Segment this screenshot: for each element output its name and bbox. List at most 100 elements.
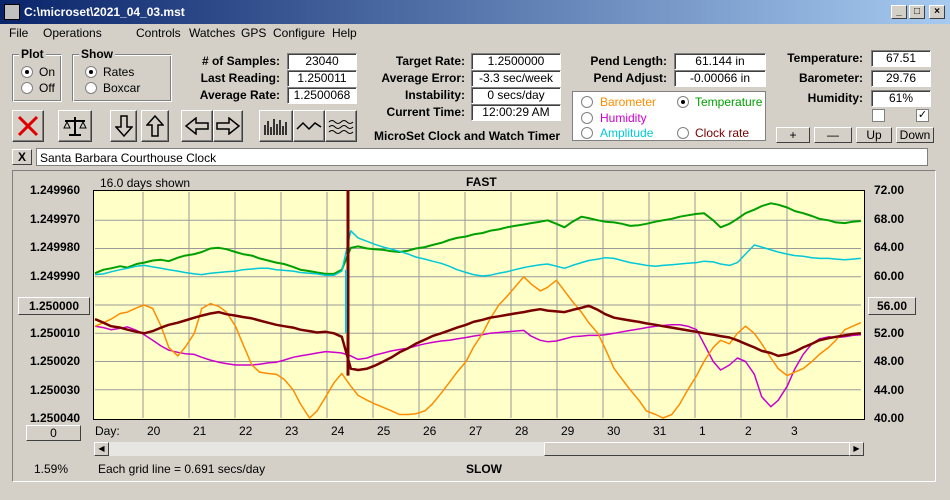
minimize-button[interactable]: _ [891,5,907,19]
left-tick-label: 1.250020 [30,354,81,368]
menu-controls[interactable]: Controls [136,26,181,40]
line-graph-button[interactable] [293,110,325,142]
last-reading-label: Last Reading: [200,71,280,85]
increase-button[interactable]: + [776,127,810,143]
clock-rate-radio[interactable] [677,127,689,139]
horizontal-scrollbar[interactable]: ◀ ▶ [93,441,865,457]
up-arrow-icon [146,114,164,137]
pend-length-field: 61.144 in [674,53,766,70]
offset-value-button[interactable]: 0 [26,425,81,441]
left-tick-label: 1.250040 [30,411,81,425]
menu-operations[interactable]: Operations [43,26,102,40]
decrease-button[interactable]: — [814,127,852,143]
temperature-label: Temperature: [787,51,863,65]
env-checkbox-2[interactable]: ✓ [916,109,929,122]
series-line-amplitude [94,230,861,277]
day-tick-label: 2 [745,424,752,438]
show-rates-radio[interactable] [85,66,97,78]
humidity-field: 61% [871,90,931,107]
maximize-button[interactable]: □ [909,5,925,19]
right-arrow-button[interactable] [213,110,243,142]
scale-icon [63,117,87,136]
pend-adjust-label: Pend Adjust: [593,71,667,85]
left-arrow-icon [184,117,209,135]
wave-graph-icon [328,120,354,134]
temperature-field: 67.51 [871,50,931,67]
bar-graph-button[interactable] [259,110,293,142]
plot-on-label: On [39,65,56,79]
amplitude-radio[interactable] [581,127,593,139]
menu-configure[interactable]: Configure [273,26,326,40]
day-tick-label: 26 [423,424,437,438]
center-rate-button[interactable]: 1.250000 [18,297,90,315]
current-time-label: Current Time: [386,105,465,119]
balance-button[interactable] [58,110,92,142]
env-checkbox-1[interactable] [872,109,885,122]
title-bar: C:\microset\2021_04_03.mst _ □ × [0,0,950,24]
plot-off-label: Off [39,81,55,95]
plot-on-radio[interactable] [21,66,33,78]
right-tick-label: 60.00 [874,268,905,283]
instability-field: 0 secs/day [471,87,561,104]
humidity-option-label: Humidity [600,111,647,125]
average-error-label: Average Error: [381,71,465,85]
scroll-thumb[interactable] [544,442,850,456]
right-tick-label: 44.00 [874,382,905,397]
day-tick-label: 3 [791,424,798,438]
show-group-title: Show [79,47,115,61]
left-tick-label: 1.250010 [30,325,81,340]
menu-gps[interactable]: GPS [241,26,267,40]
temperature-radio[interactable] [677,96,689,108]
day-tick-label: 25 [377,424,391,438]
day-tick-label: 28 [515,424,529,438]
red-x-icon [17,115,39,137]
down-arrow-icon [114,115,133,138]
down-button[interactable]: Down [896,127,934,143]
instability-label: Instability: [404,88,465,102]
up-button[interactable]: Up [856,127,892,143]
right-tick-label: 48.00 [874,354,905,368]
samples-field: 23040 [287,53,357,70]
clear-description-button[interactable]: X [12,149,32,165]
down-arrow-button[interactable] [110,110,137,142]
right-arrow-icon [216,117,241,135]
show-rates-label: Rates [103,65,135,79]
center-temp-button[interactable]: 56.00 [868,297,916,315]
close-window-button[interactable]: × [929,5,945,19]
barometer-radio[interactable] [581,96,593,108]
left-tick-label: 1.249960 [30,183,81,197]
pend-adjust-field: -0.00066 in [674,70,766,87]
plot-off-radio[interactable] [21,82,33,94]
menu-bar: File Operations Controls Watches GPS Con… [0,24,950,42]
grid-note: Each grid line = 0.691 secs/day [98,462,266,476]
app-caption: MicroSet Clock and Watch Timer [374,129,561,143]
samples-label: # of Samples: [201,54,280,68]
left-tick-label: 1.249990 [30,268,81,283]
day-tick-label: 29 [561,424,575,438]
left-tick-label: 1.249980 [30,240,81,254]
menu-file[interactable]: File [9,26,29,40]
series-line-clock-rate [94,304,862,372]
right-tick-label: 52.00 [874,325,905,340]
bar-graph-icon [264,119,287,135]
barometer-option-label: Barometer [600,95,657,109]
slow-label: SLOW [466,462,502,476]
menu-help[interactable]: Help [332,26,357,40]
wave-graph-button[interactable] [325,110,357,142]
up-arrow-button[interactable] [141,110,169,142]
pend-length-label: Pend Length: [590,54,667,68]
stop-button[interactable] [12,110,44,142]
humidity-radio[interactable] [581,112,593,124]
left-arrow-button[interactable] [181,110,213,142]
menu-watches[interactable]: Watches [189,26,236,40]
clock-rate-option-label: Clock rate [695,126,750,140]
plot-group: Plot On Off [12,47,62,102]
scroll-right-arrow[interactable]: ▶ [849,442,864,456]
scroll-left-arrow[interactable]: ◀ [94,442,109,456]
series-line-humidity [94,324,861,408]
last-reading-field: 1.250011 [287,70,357,87]
average-rate-field: 1.2500068 [287,87,357,104]
current-time-field: 12:00:29 AM [471,104,561,121]
clock-description-field[interactable]: Santa Barbara Courthouse Clock [36,148,928,166]
show-boxcar-radio[interactable] [85,82,97,94]
